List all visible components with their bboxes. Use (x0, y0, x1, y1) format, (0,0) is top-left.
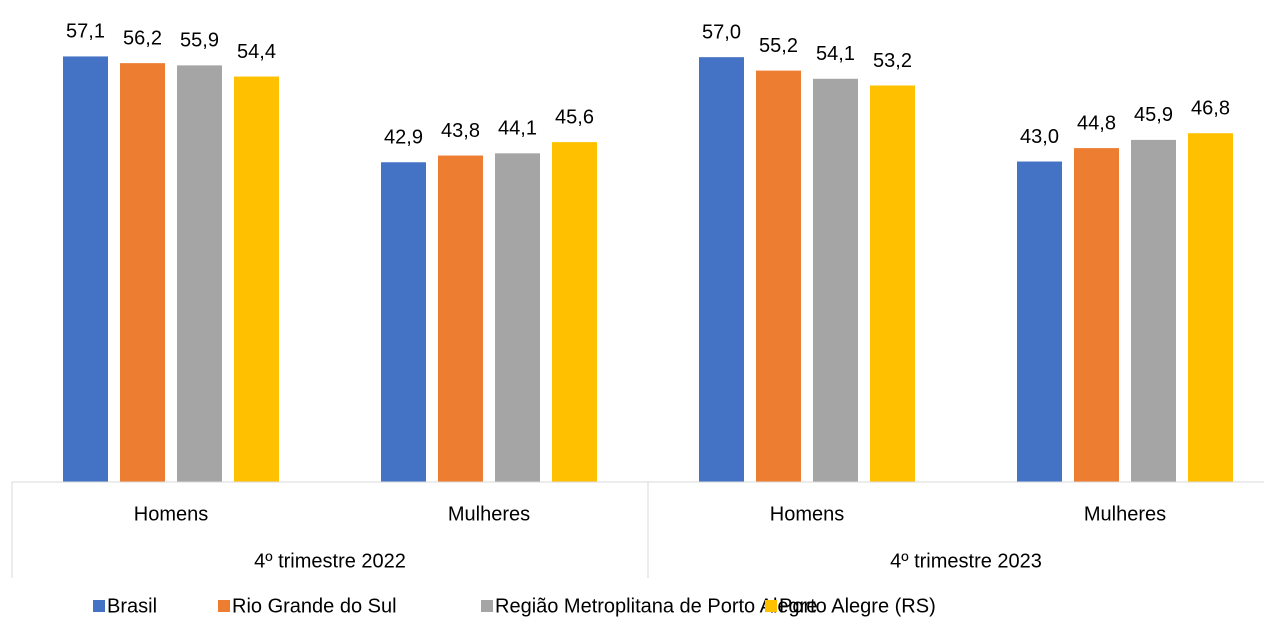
group-label: 4º trimestre 2023 (890, 550, 1042, 572)
x-tick-label: Mulheres (1084, 503, 1166, 525)
data-label: 56,2 (123, 27, 162, 49)
group-label: 4º trimestre 2022 (254, 550, 406, 572)
bar (177, 65, 222, 483)
legend-label: Região Metroplitana de Porto Alegre (495, 595, 817, 617)
bar (63, 56, 108, 482)
data-label: 45,9 (1134, 104, 1173, 126)
bar (870, 85, 915, 483)
legend-swatch (481, 600, 493, 612)
data-label: 44,1 (498, 118, 537, 140)
bar (813, 78, 858, 482)
data-label: 54,4 (237, 41, 276, 63)
data-label: 54,1 (816, 43, 855, 65)
legend-label: Porto Alegre (RS) (779, 595, 936, 617)
data-label: 43,8 (441, 120, 480, 142)
data-label: 57,0 (702, 21, 741, 43)
bar (1188, 133, 1233, 482)
data-label: 43,0 (1020, 126, 1059, 148)
data-label: 55,2 (759, 35, 798, 57)
bar (756, 70, 801, 483)
bar (552, 142, 597, 482)
x-tick-label: Mulheres (448, 503, 530, 525)
data-label: 44,8 (1077, 112, 1116, 134)
legend-swatch (765, 600, 777, 612)
data-label: 42,9 (384, 127, 423, 149)
bar (381, 162, 426, 483)
x-tick-label: Homens (134, 503, 208, 525)
legend-swatch (93, 600, 105, 612)
x-tick-label: Homens (770, 503, 844, 525)
data-label: 57,1 (66, 21, 105, 43)
bar (438, 155, 483, 482)
data-label: 55,9 (180, 30, 219, 52)
bar (1074, 148, 1119, 482)
legend-swatch (218, 600, 230, 612)
bar (234, 76, 279, 483)
data-label: 45,6 (555, 106, 594, 128)
legend-label: Brasil (107, 595, 157, 617)
legend-label: Rio Grande do Sul (232, 595, 397, 617)
bar (699, 57, 744, 482)
bar (120, 63, 165, 483)
bar (495, 153, 540, 482)
data-label: 46,8 (1191, 97, 1230, 119)
bar (1017, 161, 1062, 482)
bar (1131, 139, 1176, 483)
data-label: 53,2 (873, 50, 912, 72)
